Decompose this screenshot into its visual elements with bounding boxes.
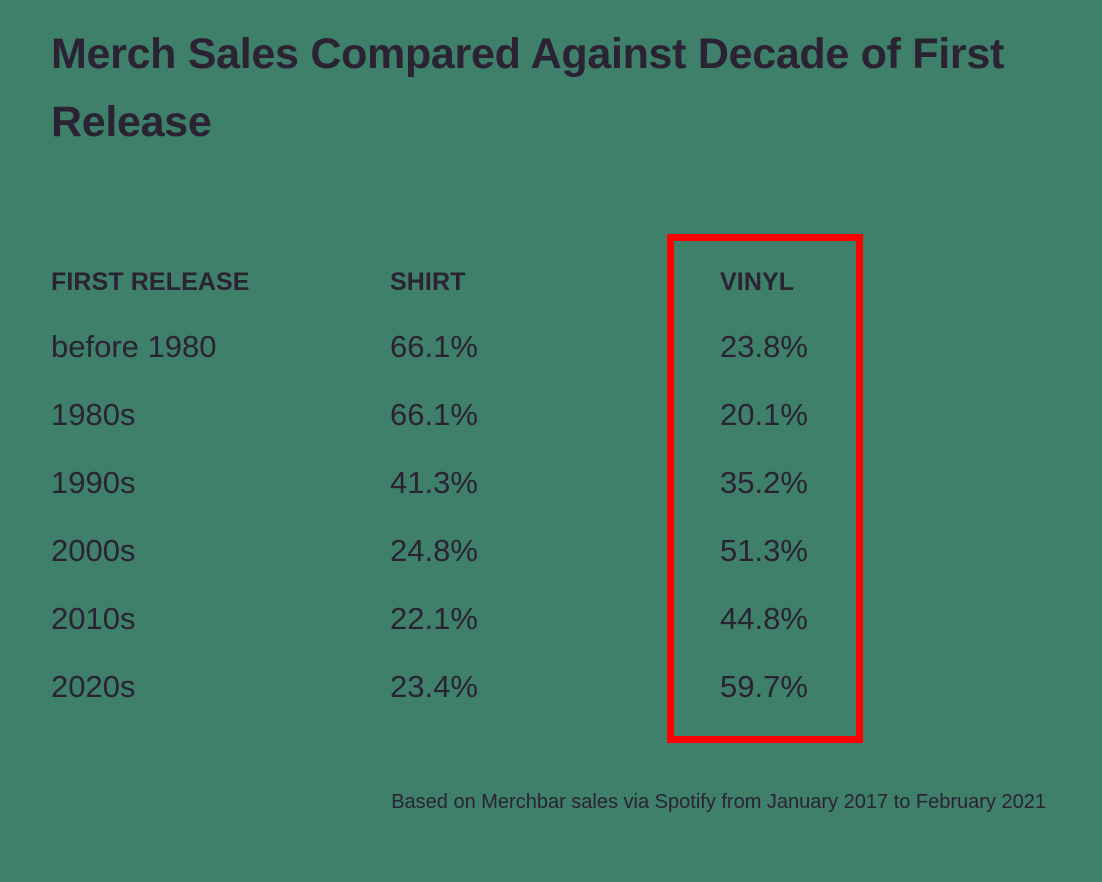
vinyl-value-cell: 51.3% bbox=[720, 533, 808, 568]
vinyl-value-cell: 44.8% bbox=[720, 601, 808, 636]
row-label-cell: 2010s bbox=[51, 601, 136, 636]
column-header-first-release: FIRST RELEASE bbox=[51, 268, 250, 296]
source-footnote: Based on Merchbar sales via Spotify from… bbox=[391, 791, 1046, 813]
row-label-cell: before 1980 bbox=[51, 329, 217, 364]
shirt-value-cell: 66.1% bbox=[390, 397, 478, 432]
vinyl-value-cell: 23.8% bbox=[720, 329, 808, 364]
shirt-value-cell: 22.1% bbox=[390, 601, 478, 636]
shirt-value-cell: 24.8% bbox=[390, 533, 478, 568]
page-title: Merch Sales Compared Against Decade of F… bbox=[51, 30, 1004, 146]
shirt-value-cell: 23.4% bbox=[390, 669, 478, 704]
column-header-vinyl: VINYL bbox=[720, 268, 795, 296]
shirt-value-cell: 41.3% bbox=[390, 465, 478, 500]
row-label-cell: 1990s bbox=[51, 465, 136, 500]
row-label-cell: 2020s bbox=[51, 669, 136, 704]
shirt-value-cell: 66.1% bbox=[390, 329, 478, 364]
row-label-cell: 2000s bbox=[51, 533, 136, 568]
vinyl-value-cell: 59.7% bbox=[720, 669, 808, 704]
vinyl-value-cell: 35.2% bbox=[720, 465, 808, 500]
row-label-cell: 1980s bbox=[51, 397, 136, 432]
column-header-shirt: SHIRT bbox=[390, 268, 466, 296]
vinyl-value-cell: 20.1% bbox=[720, 397, 808, 432]
